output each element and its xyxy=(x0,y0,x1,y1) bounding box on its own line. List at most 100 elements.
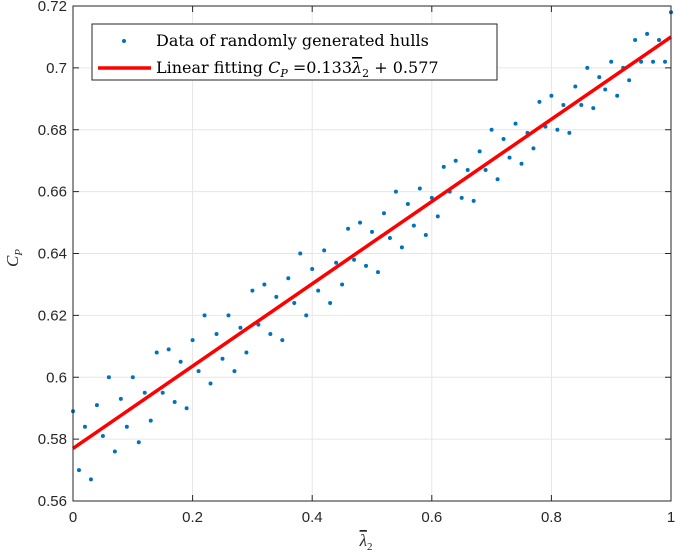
y-tick-label: 0.58 xyxy=(38,431,67,448)
axis-ticks: 0 0.2 0.4 0.6 0.8 1 0.56 0.58 0.6 0.62 0.64 0.66 0.6… xyxy=(38,0,675,526)
data-point xyxy=(387,236,392,241)
data-point xyxy=(627,78,632,83)
data-point xyxy=(459,195,464,200)
y-tick-label: 0.72 xyxy=(38,0,67,15)
x-tick-label: 0.2 xyxy=(182,509,203,526)
data-point xyxy=(172,400,177,404)
data-point xyxy=(340,282,345,287)
data-point xyxy=(549,93,554,98)
y-tick-label: 0.56 xyxy=(38,493,67,510)
data-point xyxy=(274,294,279,299)
data-point xyxy=(609,59,614,64)
data-point xyxy=(465,167,470,172)
y-tick-label: 0.66 xyxy=(38,184,67,201)
data-point xyxy=(178,359,183,364)
data-point xyxy=(232,369,237,374)
data-point xyxy=(423,232,428,237)
data-point xyxy=(238,325,243,330)
data-point xyxy=(196,369,201,374)
data-point xyxy=(214,331,219,336)
data-point xyxy=(118,396,123,401)
data-point xyxy=(603,87,608,92)
data-point xyxy=(579,103,584,107)
data-point xyxy=(370,229,374,234)
data-point xyxy=(591,106,596,111)
data-point xyxy=(585,65,590,70)
data-point xyxy=(148,418,153,423)
data-point xyxy=(154,350,159,355)
data-point xyxy=(489,127,494,132)
data-point xyxy=(76,468,81,473)
data-point xyxy=(358,220,363,225)
data-point xyxy=(417,186,422,191)
data-point xyxy=(292,301,297,305)
data-point xyxy=(310,266,315,271)
data-point xyxy=(202,313,207,318)
x-tick-label: 0 xyxy=(69,509,77,526)
data-point xyxy=(88,477,93,482)
legend-line-label: Linear fitting CP =0.133λ2 + 0.577 xyxy=(156,58,439,80)
data-point xyxy=(375,270,380,275)
data-point xyxy=(561,103,566,107)
data-point xyxy=(352,257,357,262)
data-point xyxy=(298,251,303,256)
y-tick-label: 0.6 xyxy=(46,369,67,386)
data-point xyxy=(280,338,285,343)
data-point xyxy=(651,59,656,64)
data-point xyxy=(106,375,111,380)
data-point xyxy=(393,189,398,194)
data-point xyxy=(633,38,638,43)
y-axis-label: CP xyxy=(3,249,25,267)
data-point xyxy=(208,381,213,386)
data-point xyxy=(334,260,339,265)
data-point xyxy=(304,313,309,318)
data-point xyxy=(639,59,644,64)
legend-scatter-marker xyxy=(122,39,126,43)
data-point xyxy=(501,137,506,142)
data-point xyxy=(411,223,416,228)
data-point xyxy=(405,202,410,206)
data-point xyxy=(597,75,602,80)
data-point xyxy=(495,177,500,182)
data-point xyxy=(160,390,165,395)
legend-scatter-label: Data of randomly generated hulls xyxy=(156,31,429,50)
y-tick-label: 0.62 xyxy=(38,307,67,324)
scatter-series xyxy=(71,10,673,482)
y-tick-label: 0.64 xyxy=(38,246,67,263)
data-point xyxy=(322,248,327,253)
data-point xyxy=(381,211,386,216)
data-point xyxy=(100,434,105,439)
data-point xyxy=(453,158,458,163)
data-point xyxy=(663,59,668,64)
x-tick-label: 1 xyxy=(667,509,675,526)
data-point xyxy=(268,331,273,336)
data-point xyxy=(244,350,249,355)
data-point xyxy=(226,313,231,318)
data-point xyxy=(567,130,572,135)
data-point xyxy=(94,403,99,408)
data-point xyxy=(262,282,267,287)
data-point xyxy=(507,155,512,160)
legend: Data of randomly generated hulls Linear … xyxy=(91,23,498,81)
x-tick-label: 0.8 xyxy=(541,509,562,526)
data-point xyxy=(435,214,440,219)
data-point xyxy=(441,164,446,169)
data-point xyxy=(483,167,488,172)
data-point xyxy=(112,449,117,454)
data-point xyxy=(477,149,482,154)
data-point xyxy=(142,390,147,395)
data-point xyxy=(250,288,255,293)
legend-box xyxy=(91,23,498,81)
y-tick-label: 0.68 xyxy=(38,122,67,139)
y-tick-label: 0.7 xyxy=(46,60,67,77)
data-point xyxy=(136,440,141,445)
data-point xyxy=(286,276,291,281)
data-point xyxy=(537,99,542,104)
data-point xyxy=(220,356,225,361)
x-axis-label: λ2 xyxy=(359,531,373,553)
x-tick-label: 0.4 xyxy=(302,509,323,526)
data-point xyxy=(184,406,189,411)
data-point xyxy=(615,93,620,98)
data-point xyxy=(328,301,333,305)
